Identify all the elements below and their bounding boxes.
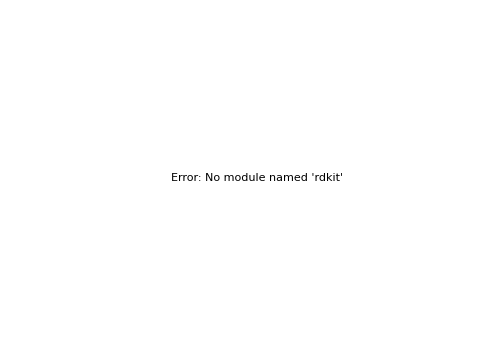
- Text: Error: No module named 'rdkit': Error: No module named 'rdkit': [171, 173, 343, 183]
